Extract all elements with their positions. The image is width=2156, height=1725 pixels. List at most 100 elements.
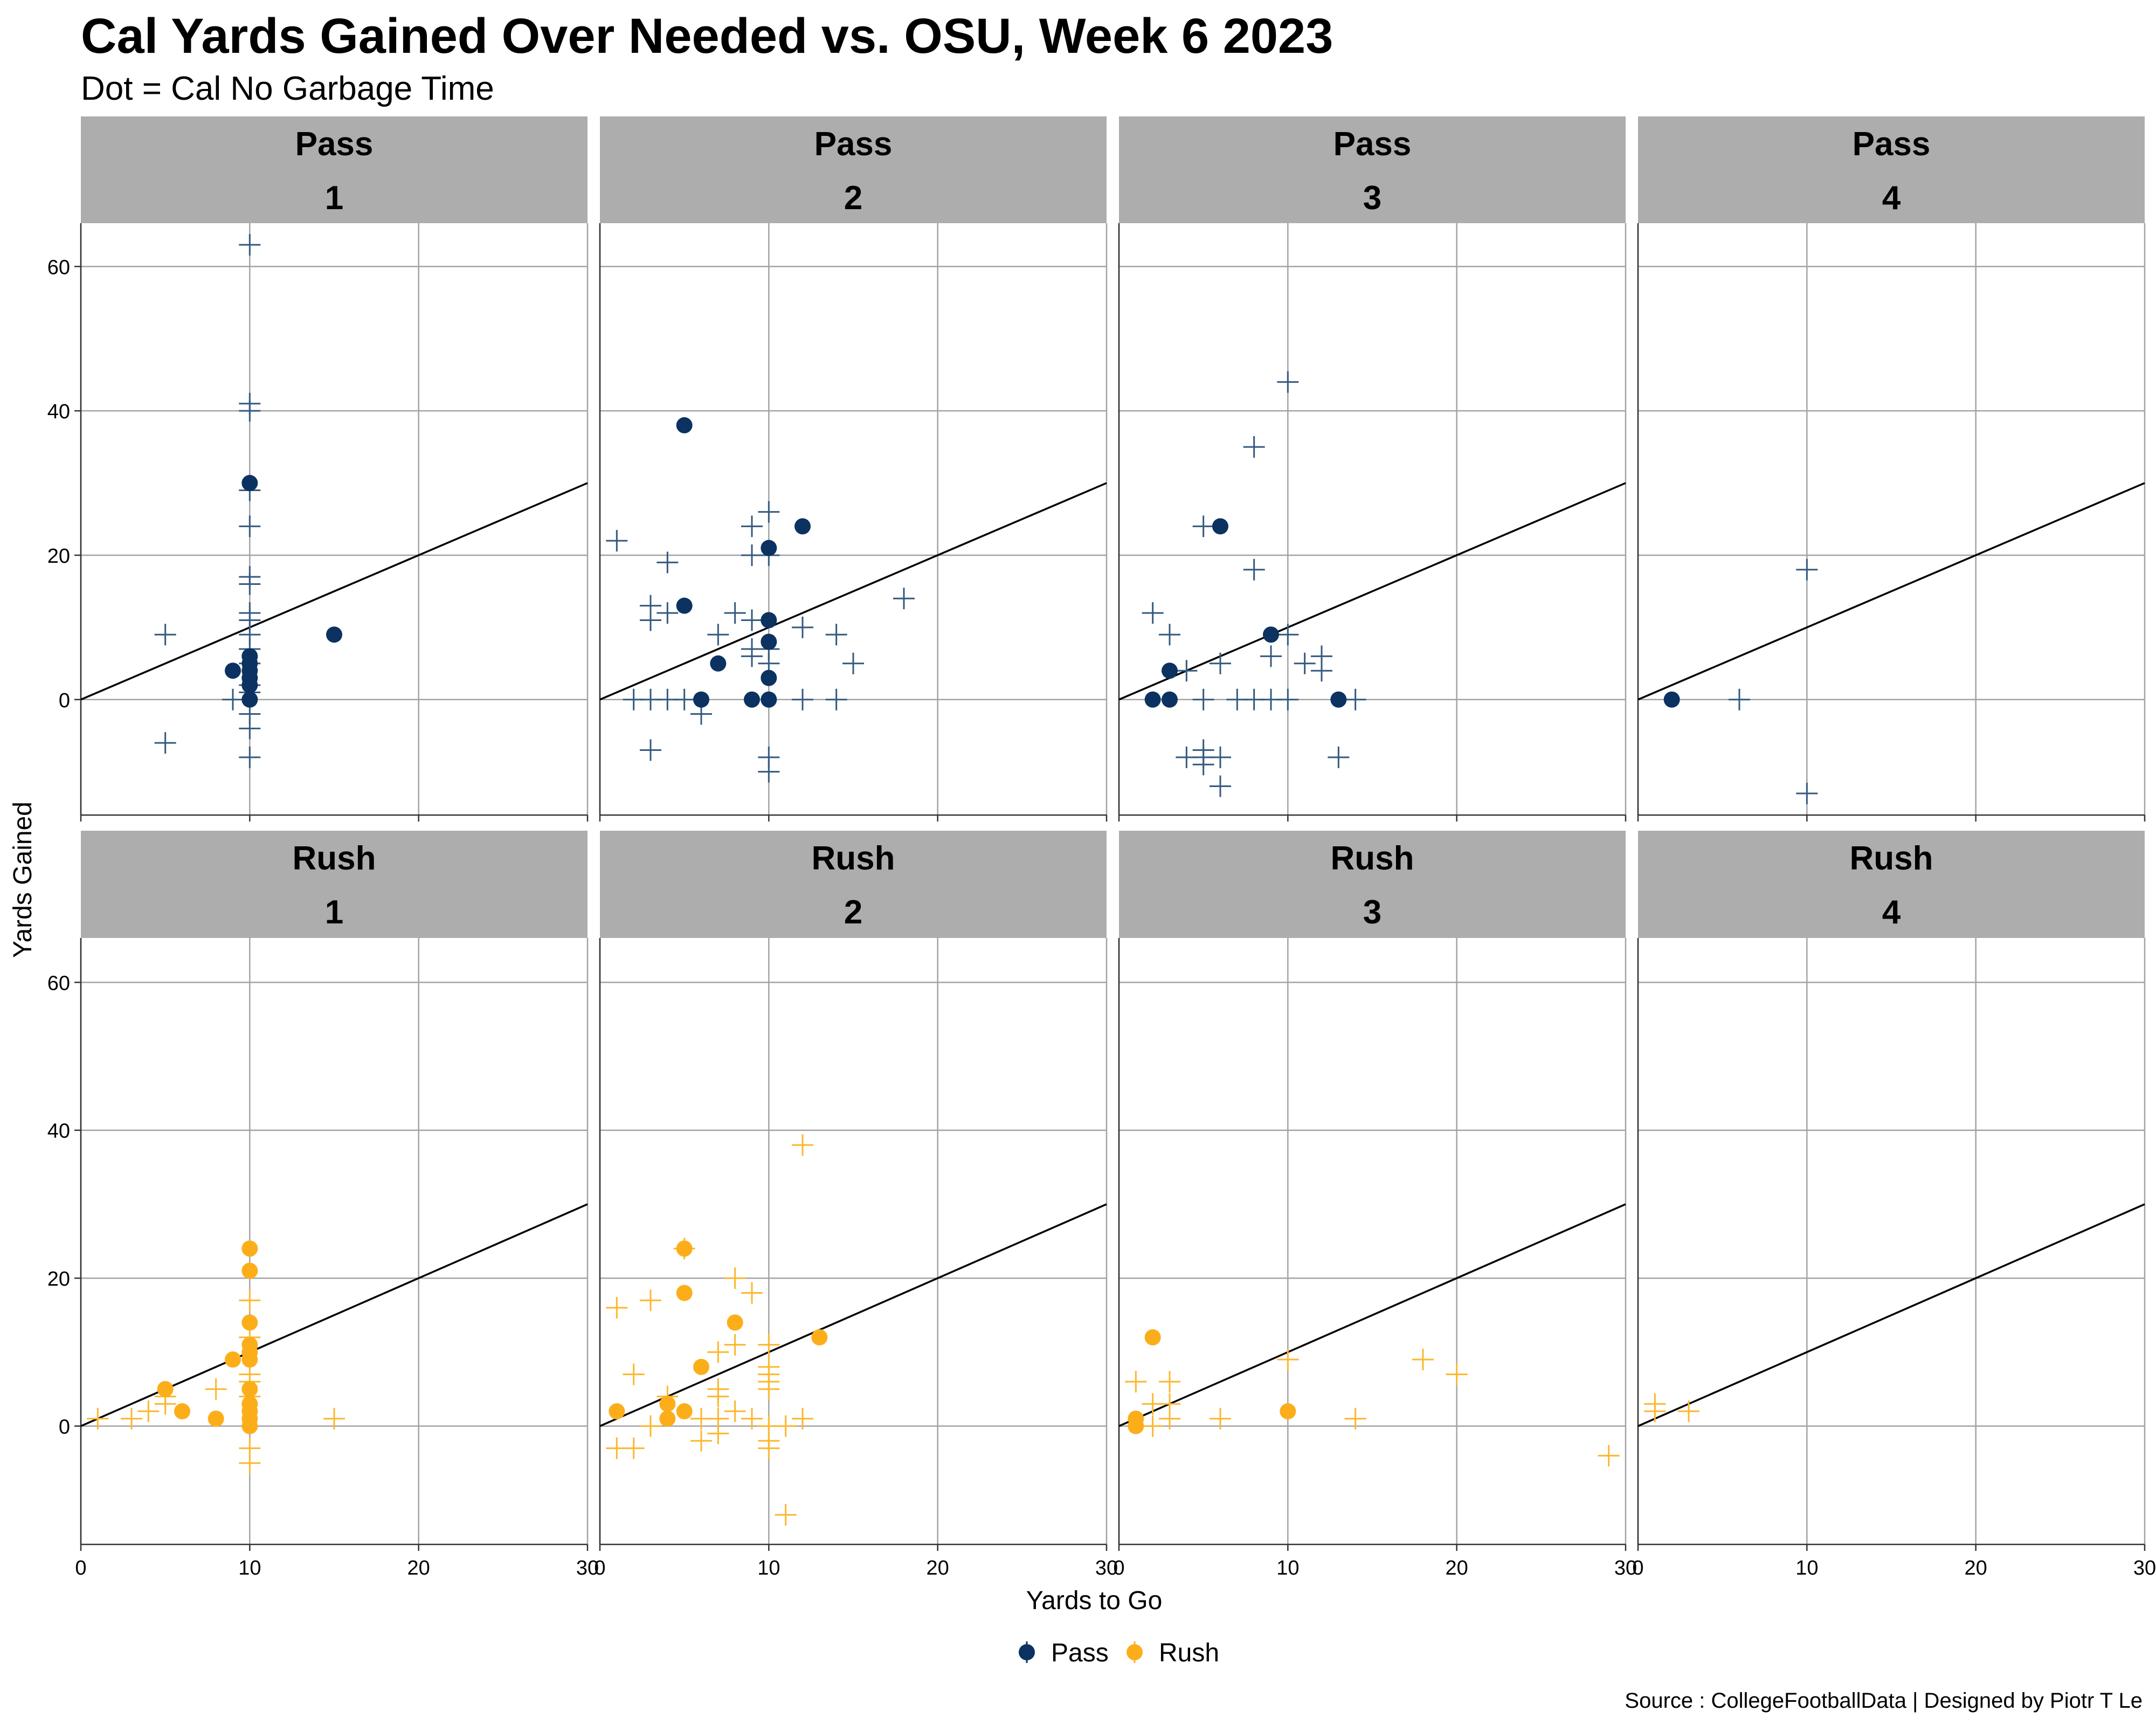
cross-point [1192, 515, 1214, 537]
dot-point [761, 612, 777, 629]
cross-point [724, 1400, 746, 1423]
cross-point [606, 530, 628, 552]
chart-subtitle: Dot = Cal No Garbage Time [81, 70, 494, 107]
cross-point [239, 1289, 261, 1312]
cross-point [657, 551, 679, 574]
reference-line [1637, 482, 2145, 701]
facet-panel-pass-4: Pass 4 [1637, 116, 2146, 822]
reference-line [599, 482, 1107, 701]
cross-point [154, 732, 176, 754]
cross-point [623, 1363, 645, 1385]
cross-point [690, 1430, 712, 1452]
cross-point [741, 1282, 763, 1304]
cross-point [1644, 1400, 1666, 1423]
facet-strip-down: 4 [1882, 180, 1901, 217]
cross-point [1344, 1407, 1366, 1430]
dot-point [761, 670, 777, 686]
facet-strip-down: 1 [325, 180, 343, 217]
cross-point [1796, 782, 1818, 804]
cross-point [707, 624, 729, 646]
dot-point [1144, 691, 1161, 708]
cross-point [640, 609, 661, 631]
dot-point [241, 475, 258, 492]
chart-caption: Source : CollegeFootballData | Designed … [1625, 1689, 2143, 1713]
dot-point [241, 1314, 258, 1331]
cross-point [87, 1407, 109, 1430]
legend-key-dot [1127, 1644, 1143, 1660]
cross-point [758, 761, 780, 783]
cross-point [239, 234, 261, 256]
dot-point [609, 1403, 625, 1420]
x-tick-label: 0 [75, 1557, 86, 1579]
dot-point [241, 1262, 258, 1279]
cross-point [1277, 624, 1299, 646]
x-tick-label: 10 [1795, 1557, 1818, 1579]
legend-label: Rush [1159, 1639, 1219, 1667]
y-axis-label: Yards Gained [9, 802, 37, 958]
dot-point [727, 1314, 743, 1331]
chart-title: Cal Yards Gained Over Needed vs. OSU, We… [81, 9, 1333, 64]
cross-point [137, 1400, 160, 1423]
cross-point [1796, 558, 1818, 581]
dot-point [1144, 1329, 1161, 1346]
dot-point [1162, 663, 1178, 679]
x-tick-label: 0 [1632, 1557, 1643, 1579]
cross-point [239, 746, 261, 768]
cross-point [606, 1296, 628, 1319]
cross-point [1311, 660, 1332, 682]
facet-strip [81, 831, 588, 938]
dot-point [693, 691, 709, 708]
cross-point [640, 739, 661, 761]
x-tick-label: 0 [594, 1557, 605, 1579]
x-tick-label: 20 [407, 1557, 430, 1579]
x-tick-label: 10 [757, 1557, 780, 1579]
facet-strip [600, 831, 1107, 938]
cross-point [758, 1334, 780, 1356]
cross-point [205, 1378, 227, 1400]
cross-point [1159, 624, 1180, 646]
cross-point [741, 609, 763, 631]
dot-point [761, 540, 777, 556]
cross-point [1678, 1400, 1699, 1423]
cross-point [640, 1289, 661, 1312]
dot-point [174, 1403, 190, 1420]
cross-point [707, 1385, 729, 1407]
x-tick-label: 30 [576, 1557, 599, 1579]
facet-strip [81, 116, 588, 223]
cross-point [1159, 1407, 1180, 1430]
cross-point [1176, 660, 1198, 682]
dot-point [326, 626, 342, 643]
y-tick-label: 0 [59, 689, 70, 712]
y-tick-label: 60 [47, 972, 70, 995]
legend-key-dot [1019, 1644, 1035, 1660]
cross-point [154, 624, 176, 646]
dot-point [241, 1418, 258, 1434]
dot-point [794, 518, 811, 535]
facet-strip-down: 2 [844, 180, 862, 217]
cross-point [707, 1423, 729, 1445]
cross-point [1446, 1363, 1468, 1385]
dot-point [225, 1351, 241, 1368]
cross-point [758, 1437, 780, 1459]
dot-point [1330, 691, 1347, 708]
dot-point [1162, 691, 1178, 708]
y-tick-label: 40 [47, 1120, 70, 1143]
cross-point [1277, 688, 1299, 710]
dot-point [1128, 1418, 1144, 1434]
facet-strip-down: 2 [844, 894, 862, 931]
dot-point [241, 1351, 258, 1368]
cross-point [1729, 688, 1750, 710]
facet-strip-type: Rush [293, 840, 376, 877]
dot-point [1280, 1403, 1296, 1420]
cross-point [1243, 436, 1265, 458]
cross-point [1125, 1371, 1147, 1393]
y-tick-label: 20 [47, 545, 70, 568]
dot-point [710, 655, 727, 672]
x-tick-label: 10 [1276, 1557, 1299, 1579]
reference-line [1637, 1203, 2145, 1427]
facet-strip-type: Rush [1850, 840, 1933, 877]
dot-point [225, 663, 241, 679]
